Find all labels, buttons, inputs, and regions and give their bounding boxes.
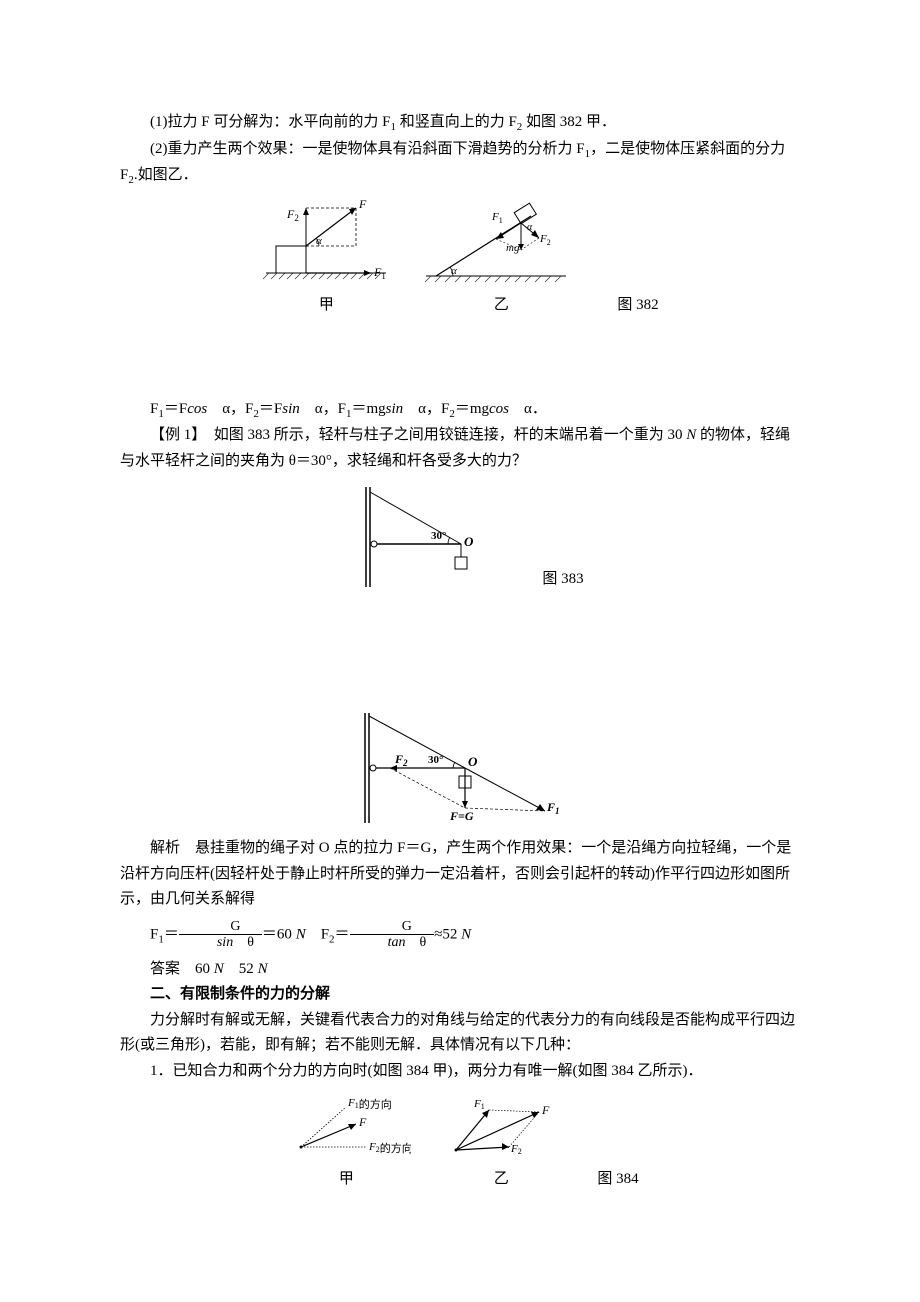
answer-line: 答案 60 N 52 N bbox=[120, 957, 800, 983]
example-1: 【例 1】 如图 383 所示，轻杆与柱子之间用铰链连接，杆的末端吊着一个重为 … bbox=[120, 423, 800, 474]
label-F1-right: F1 bbox=[491, 211, 503, 225]
diagram-383b: F2 30° O F=G F1 bbox=[335, 708, 585, 828]
label-O-383: O bbox=[464, 534, 474, 549]
label-F2-right: F2 bbox=[539, 233, 551, 247]
label-F1-left: F1 bbox=[373, 265, 386, 281]
figure-384: F1的方向 F2的方向 F 甲 F1 F2 F bbox=[120, 1092, 800, 1193]
figure-383: 30° O 图 383 bbox=[120, 482, 800, 592]
figure-384-left-label: 甲 bbox=[339, 1167, 354, 1193]
label-F1-383b: F1 bbox=[546, 800, 560, 816]
para-4: 1．已知合力和两个分力的方向时(如图 384 甲)，两分力有唯一解(如图 384… bbox=[120, 1059, 800, 1085]
figure-383b: F2 30° O F=G F1 bbox=[120, 708, 800, 828]
label-F: F bbox=[358, 198, 367, 211]
para-2: (2)重力产生两个效果：一是使物体具有沿斜面下滑趋势的分析力 F1，二是使物体压… bbox=[120, 137, 800, 190]
label-angle-383b: 30° bbox=[428, 754, 443, 766]
figure-382: F F1 F2 α 甲 α bbox=[120, 198, 800, 319]
label-F1dir: F1的方向 bbox=[347, 1097, 392, 1111]
label-O-383b: O bbox=[468, 754, 478, 769]
label-F2-384r: F2 bbox=[510, 1143, 522, 1156]
diagram-382-left: F F1 F2 α bbox=[261, 198, 391, 293]
label-alpha-right: α bbox=[451, 265, 457, 277]
label-alpha-block: α bbox=[527, 222, 533, 233]
figure-382-right: α mg F1 F2 α 乙 bbox=[421, 198, 581, 319]
diagram-384-left: F1的方向 F2的方向 F bbox=[281, 1092, 411, 1167]
label-alpha-left: α bbox=[316, 235, 322, 247]
para-3: 力分解时有解或无解，关键看代表合力的对角线与给定的代表分力的有向线段是否能构成平… bbox=[120, 1008, 800, 1059]
section-2-title: 二、有限制条件的力的分解 bbox=[120, 982, 800, 1008]
solution-label: 解析 bbox=[150, 840, 180, 856]
figure-384-caption: 图 384 bbox=[597, 1167, 638, 1193]
label-mg: mg bbox=[506, 242, 520, 254]
label-F2-383b: F2 bbox=[394, 752, 408, 768]
label-F-384l: F bbox=[358, 1115, 367, 1129]
figure-384-left: F1的方向 F2的方向 F 甲 bbox=[281, 1092, 411, 1193]
label-F2dir: F2的方向 bbox=[368, 1141, 411, 1155]
answer-label: 答案 bbox=[150, 961, 180, 977]
figure-382-left: F F1 F2 α 甲 bbox=[261, 198, 391, 319]
label-angle-383: 30° bbox=[431, 530, 446, 542]
figure-382-left-label: 甲 bbox=[319, 293, 334, 319]
figure-382-right-label: 乙 bbox=[494, 293, 509, 319]
label-F-384r: F bbox=[541, 1103, 550, 1117]
label-F1-384r: F1 bbox=[473, 1098, 485, 1111]
diagram-382-right: α mg F1 F2 α bbox=[421, 198, 581, 293]
equation-1: F1＝Fcos α，F2＝Fsin α，F1＝mgsin α，F2＝mgcos … bbox=[120, 397, 800, 424]
label-F2-left: F2 bbox=[286, 207, 299, 223]
para-1: (1)拉力 F 可分解为：水平向前的力 F1 和竖直向上的力 F2 如图 382… bbox=[120, 110, 800, 137]
figure-383-caption: 图 383 bbox=[542, 567, 583, 593]
figure-384-right-label: 乙 bbox=[494, 1167, 509, 1193]
example-1-label: 【例 1】 bbox=[150, 427, 199, 443]
diagram-383: 30° O bbox=[336, 482, 506, 592]
figure-384-right: F1 F2 F 乙 bbox=[441, 1092, 561, 1193]
figure-382-caption: 图 382 bbox=[617, 293, 658, 319]
solution-para: 解析 悬挂重物的绳子对 O 点的拉力 F＝G，产生两个作用效果：一个是沿绳方向拉… bbox=[120, 836, 800, 913]
label-FG-383b: F=G bbox=[449, 809, 474, 823]
diagram-384-right: F1 F2 F bbox=[441, 1092, 561, 1167]
equation-2: F1＝Gsin θ＝60 N F2＝Gtan θ≈52 N bbox=[120, 919, 800, 951]
